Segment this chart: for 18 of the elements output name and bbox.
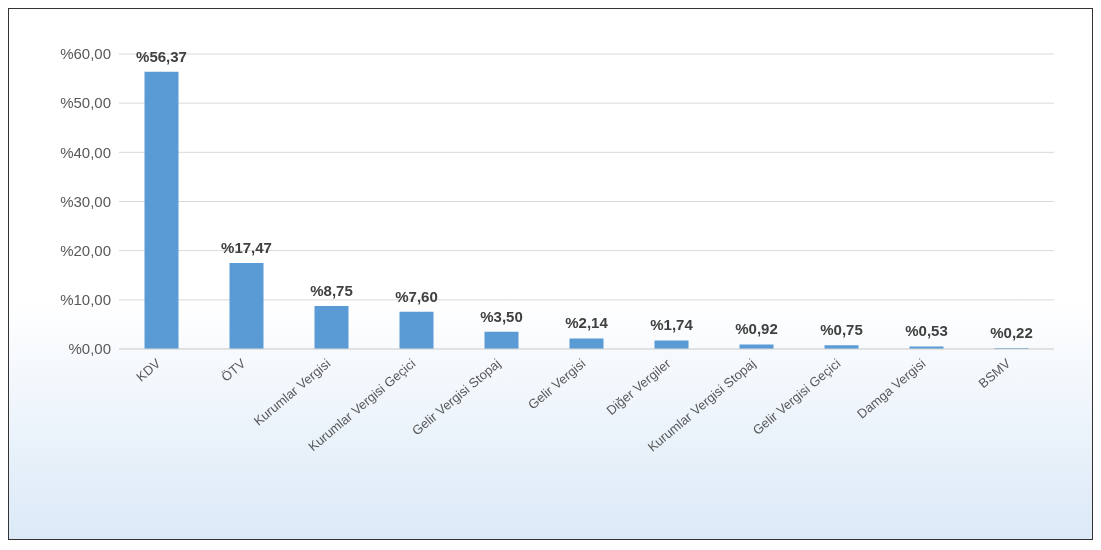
data-label: %0,53: [905, 322, 948, 340]
data-label: %56,37: [136, 47, 187, 65]
y-tick-label: %20,00: [60, 241, 111, 259]
data-label: %2,14: [565, 314, 609, 332]
y-tick-label: %10,00: [60, 291, 111, 309]
data-label: %0,92: [735, 320, 778, 338]
data-label: %3,50: [480, 307, 523, 325]
y-tick-label: %40,00: [60, 143, 111, 161]
y-tick-label: %30,00: [60, 192, 111, 210]
data-label: %1,74: [650, 316, 694, 334]
data-label: %0,22: [990, 323, 1033, 341]
data-label: %17,47: [221, 239, 272, 257]
y-tick-label: %50,00: [60, 94, 111, 112]
y-tick-label: %0,00: [68, 340, 111, 358]
data-label: %7,60: [395, 287, 438, 305]
data-label: %8,75: [310, 281, 353, 299]
y-tick-label: %60,00: [60, 45, 111, 63]
data-label: %0,75: [820, 321, 863, 339]
